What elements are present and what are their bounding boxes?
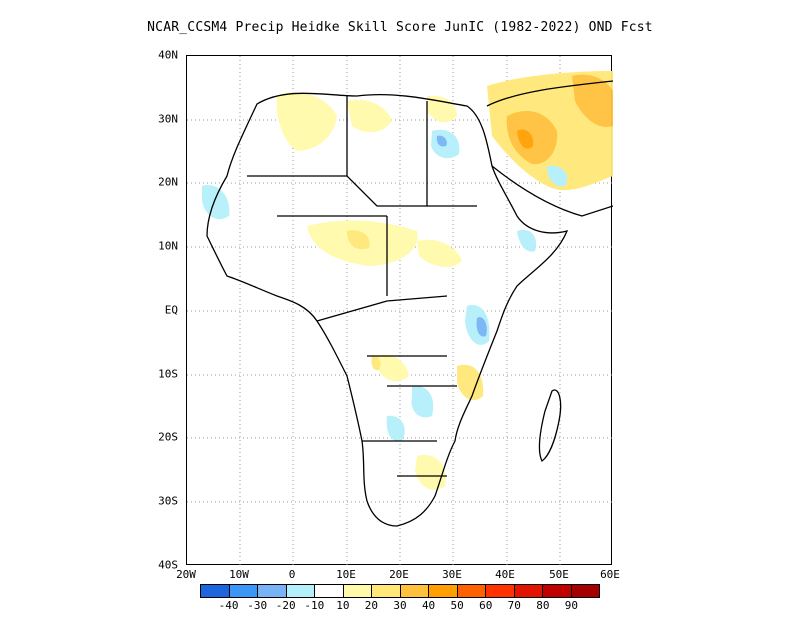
colorbar-label: -30 [247, 599, 268, 612]
map-panel [186, 55, 613, 566]
y-tick-label: EQ [164, 303, 178, 317]
x-tick-label: 20W [176, 568, 196, 581]
colorbar-cell [343, 585, 372, 597]
skill-score-map [187, 56, 613, 566]
colorbar-cell [571, 585, 599, 597]
colorbar-label: -10 [304, 599, 325, 612]
x-tick-label: 20E [389, 568, 409, 581]
colorbar-cell [514, 585, 543, 597]
skill-shading [202, 71, 613, 491]
colorbar-label: -40 [218, 599, 239, 612]
colorbar-cell [400, 585, 429, 597]
y-tick-label: 30N [158, 112, 178, 126]
y-tick-label: 20N [158, 175, 178, 189]
x-tick-label: 40E [495, 568, 515, 581]
colorbar-label: 80 [536, 599, 550, 612]
map-title: NCAR_CCSM4 Precip Heidke Skill Score Jun… [147, 20, 653, 35]
colorbar-cell [315, 585, 344, 597]
colorbar-label: 70 [507, 599, 521, 612]
y-tick-label: 40N [158, 48, 178, 62]
colorbar-label: 50 [450, 599, 464, 612]
y-tick-label: 40S [158, 558, 178, 572]
colorbar-cell [201, 585, 230, 597]
colorbar-cell [258, 585, 287, 597]
colorbar-label: 30 [393, 599, 407, 612]
x-tick-label: 60E [600, 568, 620, 581]
colorbar-cell [486, 585, 515, 597]
colorbar-label: -20 [275, 599, 296, 612]
colorbar-cell [229, 585, 258, 597]
colorbar-cell [372, 585, 401, 597]
x-tick-label: 10E [336, 568, 356, 581]
colorbar-cell [429, 585, 458, 597]
colorbar-label: 20 [364, 599, 379, 612]
x-tick-label: 30E [442, 568, 462, 581]
coastlines-borders [206, 80, 613, 527]
colorbar-label: 90 [564, 599, 579, 612]
colorbar-cell [286, 585, 315, 597]
colorbar-label: 60 [479, 599, 493, 612]
y-tick-label: 10S [158, 367, 178, 381]
x-tick-label: 0 [288, 568, 296, 581]
colorbar-label: 10 [336, 599, 350, 612]
y-tick-label: 30S [158, 494, 178, 508]
x-tick-label: 50E [549, 568, 569, 581]
colorbar-cell [543, 585, 572, 597]
colorbar-label: 40 [421, 599, 436, 612]
colorbar-cell [457, 585, 486, 597]
colorbar [200, 584, 600, 598]
x-tick-label: 10W [229, 568, 249, 581]
y-tick-label: 20S [158, 430, 178, 444]
y-tick-label: 10N [158, 239, 178, 253]
